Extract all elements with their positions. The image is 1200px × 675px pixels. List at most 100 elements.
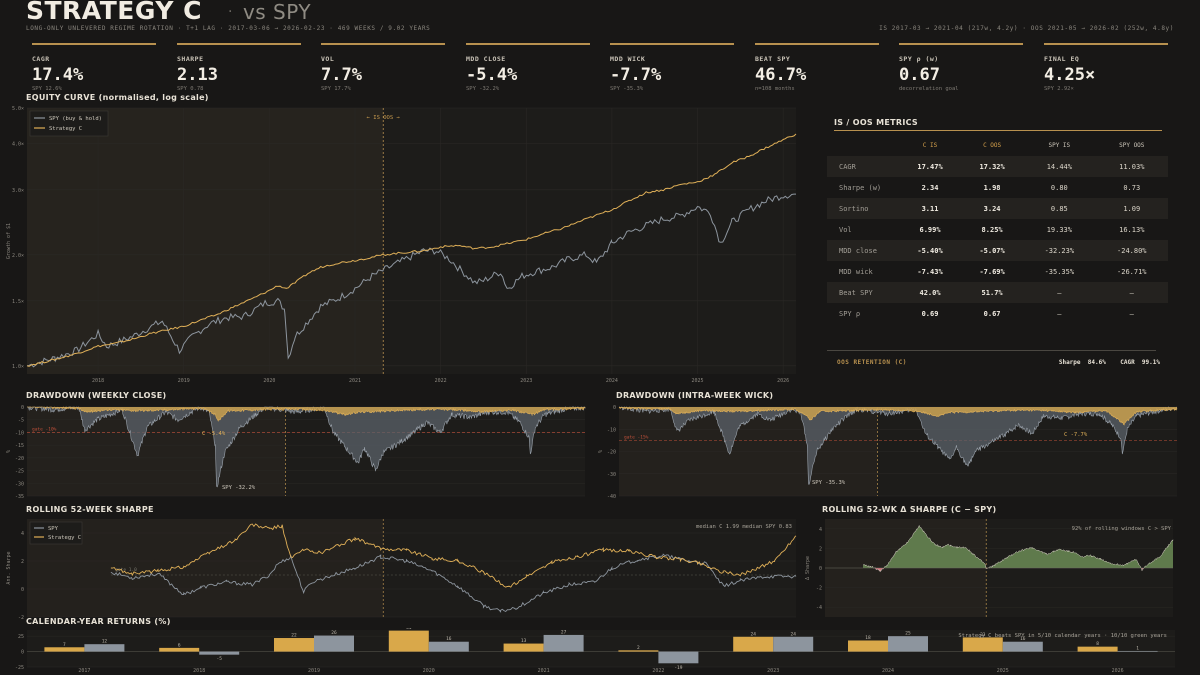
x-tick-label: 2018 — [193, 668, 205, 674]
title-text: STRATEGY C — [26, 0, 202, 25]
series-line-strategy — [26, 133, 797, 367]
bar-value-label: 1 — [1136, 645, 1139, 651]
annotation-c-min: C -7.7% — [1064, 432, 1088, 438]
bar-strategy — [1077, 646, 1118, 652]
legend-label-spy: SPY (buy & hold) — [49, 116, 102, 122]
bar-value-label: -5 — [216, 656, 222, 662]
title-vs: vs SPY — [242, 0, 312, 24]
metrics-panel: IS / OOS METRICS — [834, 118, 1162, 131]
dd-wick-title: DRAWDOWN (INTRA-WEEK WICK) — [616, 391, 774, 400]
bar-value-label: 16 — [446, 636, 452, 642]
y-tick-label: -20 — [15, 456, 24, 462]
kpi-label: MDD CLOSE — [466, 55, 506, 63]
kpi-value: 7.7% — [321, 65, 362, 85]
delta-line — [862, 524, 1174, 573]
kpi-value: 46.7% — [755, 65, 807, 85]
metrics-col-header: C IS — [922, 141, 938, 149]
y-tick-label: -10 — [15, 430, 24, 436]
bar-spy — [773, 636, 814, 652]
retention-label: OOS RETENTION (C) — [837, 359, 907, 366]
metrics-row-label: SPY ρ — [839, 309, 861, 318]
bar-value-label: 27 — [561, 629, 567, 635]
y-tick-label: -10 — [607, 427, 616, 433]
gate-label: gate -10% — [32, 426, 57, 432]
bar-value-label: 22 — [291, 633, 297, 639]
is-period-shade — [27, 108, 384, 374]
metrics-cell: 11.03% — [1095, 156, 1168, 177]
bar-strategy — [848, 640, 888, 652]
kpi-card-mdd-close: MDD CLOSE -5.4% SPY -32.2% — [466, 43, 590, 95]
equity-curve-chart: 1.0× 1.5× 2.0× 3.0× 4.0× 5.0× 2018 2019 2020 2021… — [6, 106, 797, 384]
series-line-strategy — [110, 523, 797, 588]
kpi-label: BEAT SPY — [755, 55, 791, 63]
metrics-row-label: Vol — [839, 225, 852, 234]
y-tick-label: -25 — [15, 665, 24, 671]
metrics-cell: -35.35% — [1044, 267, 1075, 276]
metrics-cell: -32.23% — [1023, 240, 1096, 261]
x-tick-label: 2026 — [1112, 668, 1124, 674]
dd-area-strategy — [27, 407, 585, 422]
y-tick-label: 2 — [819, 546, 822, 552]
legend-label-strategy: Strategy C — [48, 535, 81, 541]
bar-value-label: 24 — [790, 631, 796, 637]
metrics-cell: 14.44% — [1023, 156, 1096, 177]
y-tick-label: -35 — [15, 494, 24, 500]
bar-spy — [658, 651, 699, 664]
metrics-row: SPY ρ 0.69 0.67 — — — [827, 303, 1168, 324]
metrics-cell: -7.69% — [979, 267, 1005, 276]
metrics-cell: 0.67 — [983, 309, 1001, 318]
kpi-card-cagr: CAGR 17.4% SPY 12.6% — [32, 43, 156, 95]
is-period-shade — [27, 519, 384, 617]
x-tick-label: 2022 — [435, 378, 447, 384]
cal-years-title: CALENDAR-YEAR RETURNS (%) — [26, 617, 171, 626]
dd-line-spy — [619, 406, 1178, 485]
metrics-row: Sharpe (w) 2.34 1.98 0.80 0.73 — [827, 177, 1168, 198]
metrics-cell: 1.98 — [983, 183, 1001, 192]
bar-value-label: 7 — [63, 642, 66, 648]
metrics-row: CAGR 17.47% 17.32% 14.44% 11.03% — [827, 156, 1168, 177]
metrics-row-label: Sortino — [827, 198, 899, 219]
bar-strategy — [44, 647, 85, 652]
metrics-cell: 0.69 — [921, 309, 939, 318]
kpi-value: 0.67 — [899, 65, 940, 85]
dd-line-strategy — [618, 407, 1178, 426]
y-tick-label: 4 — [21, 531, 24, 537]
metrics-row: Beat SPY 42.0% 51.7% — — — [827, 282, 1168, 303]
kpi-card-sharpe: SHARPE 2.13 SPY 0.78 — [177, 43, 301, 95]
y-axis-label: Growth of $1 — [6, 223, 12, 259]
kpi-sub: SPY -32.2% — [466, 86, 500, 92]
dd-close-title: DRAWDOWN (WEEKLY CLOSE) — [26, 391, 167, 400]
x-tick-label: 2026 — [777, 378, 789, 384]
y-tick-label: 0 — [21, 587, 24, 593]
kpi-value: 4.25× — [1044, 65, 1096, 85]
kpi-card-beat-spy: BEAT SPY 46.7% n=108 months — [755, 43, 879, 95]
kpi-label: VOL — [321, 55, 335, 63]
metrics-cell: 0.73 — [1123, 183, 1141, 192]
rolling-sharpe-chart: 4 2 0 -2 Ann. Sharpe gate 1.0 median C 1.99 me… — [6, 519, 797, 620]
bar-value-label: 25 — [905, 631, 911, 637]
metrics-cell: -7.43% — [917, 267, 943, 276]
x-tick-label: 2020 — [423, 668, 435, 674]
subtitle-right: IS 2017-03 → 2021-04 (217w, 4.2y) · OOS … — [879, 25, 1174, 32]
metrics-table: C IS C OOS SPY IS SPY OOS CAGR 17.47% 17.32% 1… — [827, 134, 1168, 324]
y-tick-label: -25 — [15, 469, 24, 475]
annotation-spy-min: SPY -32.2% — [222, 485, 256, 491]
y-tick-label: 0 — [21, 650, 24, 656]
bar-value-label: 2 — [637, 645, 640, 651]
bar-strategy — [733, 636, 774, 652]
metrics-cell: 8.25% — [981, 225, 1003, 234]
metrics-row-label: MDD close — [827, 240, 899, 261]
y-tick-label: -5 — [18, 418, 24, 424]
kpi-sub: SPY 0.78 — [177, 86, 204, 92]
y-tick-label: -40 — [607, 494, 616, 500]
y-tick-label: -30 — [15, 481, 24, 487]
series-line-spy — [26, 193, 796, 368]
bar-value-label: 23 — [980, 632, 986, 638]
y-tick-label: 0 — [613, 405, 616, 411]
metrics-table-wrap: C IS C OOS SPY IS SPY OOS CAGR 17.47% 17.32% 1… — [827, 134, 1168, 374]
metrics-row: MDD close -5.40% -5.07% -32.23% -24.80% — [827, 240, 1168, 261]
bar-value-label: 12 — [102, 639, 108, 645]
legend-label-spy: SPY — [48, 526, 59, 532]
y-tick-label: 3.0× — [12, 188, 24, 194]
metrics-cell: — — [1129, 309, 1134, 318]
